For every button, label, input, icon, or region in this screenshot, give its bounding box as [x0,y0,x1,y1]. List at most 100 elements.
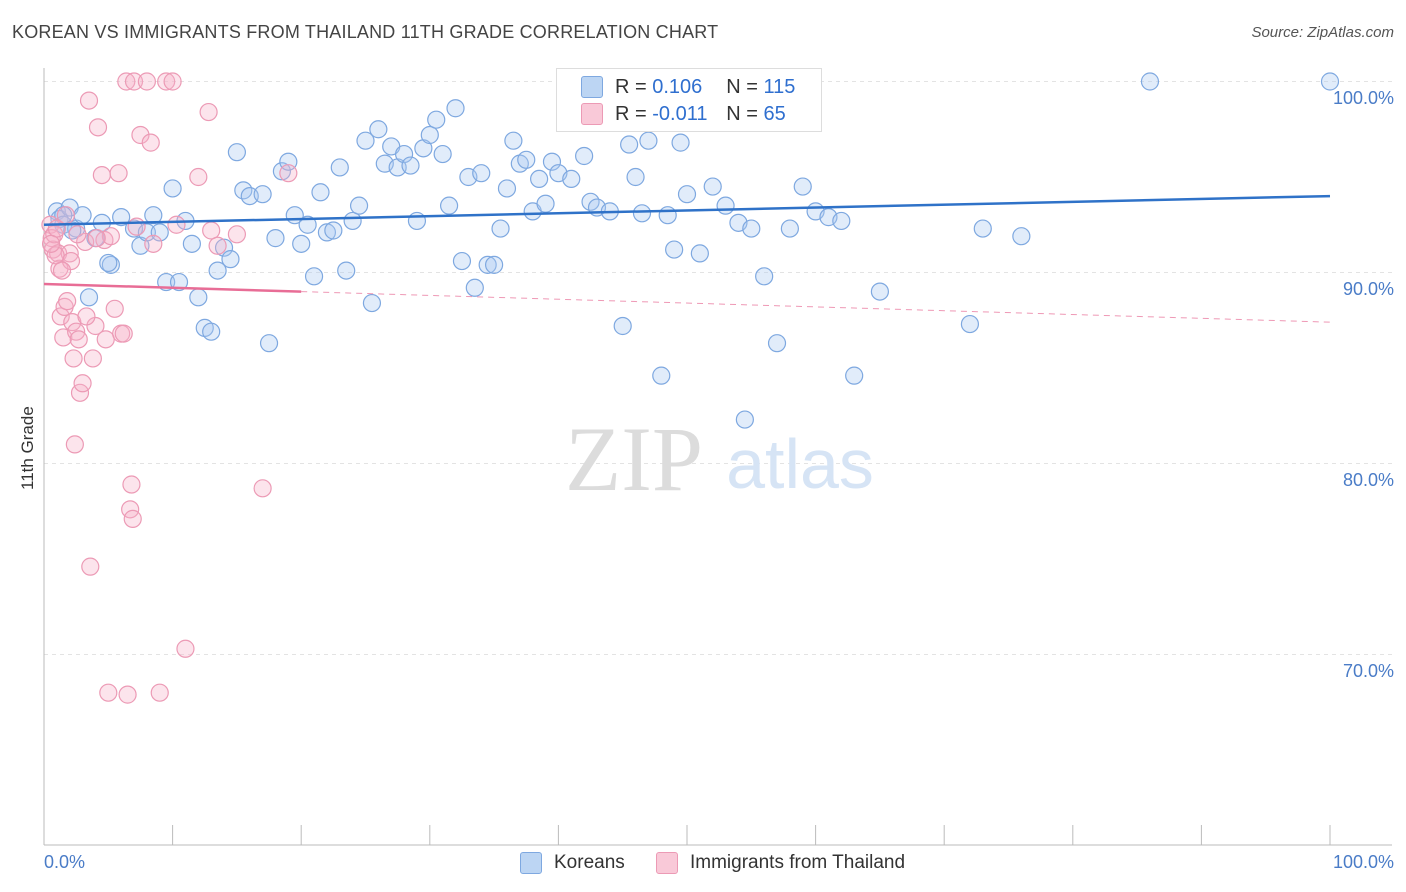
y-tick-label-3: 70.0% [1342,660,1394,681]
trend-lines [43,194,1331,323]
korean-point-56 [427,110,446,129]
korean-point-32 [272,162,292,181]
korean-point-113 [79,288,99,307]
thailand-point-54 [208,236,227,255]
korean-point-51 [394,144,414,164]
thailand-point-45 [144,234,163,253]
thailand-point-28 [96,330,115,349]
legend-n-label: N = [726,75,758,98]
korean-point-44 [349,196,369,215]
korean-point-96 [742,219,761,238]
korean-point-92 [703,177,722,196]
legend-r-label: R = [615,75,647,98]
legend-r-value-thailand: -0.011 [652,102,708,125]
thailand-point-11 [60,244,79,263]
thailand-point-39 [123,509,142,528]
thailand-point-47 [157,72,176,91]
korean-point-35 [292,234,311,253]
korean-point-103 [832,211,851,231]
thailand-point-21 [79,91,99,110]
korean-point-77 [575,146,594,166]
thailand-point-56 [253,479,272,498]
legend-n-value-koreans: 115 [763,75,796,98]
series-thailand-points [41,72,298,704]
thailand-point-53 [202,221,221,240]
korean-point-106 [960,314,980,334]
bottom-legend-thailand: Immigrants from Thailand [656,852,905,874]
chart-title: KOREAN VS IMMIGRANTS FROM THAILAND 11TH … [12,22,719,42]
thailand-point-61 [77,307,96,326]
thailand-point-26 [92,165,111,185]
korean-point-26 [227,143,246,162]
legend-swatch-thailand [581,103,603,125]
thailand-point-55 [227,225,246,244]
korean-point-25 [221,250,240,269]
korean-point-93 [716,196,735,215]
korean-point-22 [202,322,221,341]
korean-point-81 [613,316,632,336]
thailand-point-58 [46,246,65,265]
thailand-point-42 [131,125,150,145]
korean-point-29 [253,185,272,204]
korean-point-82 [620,135,639,154]
korean-point-89 [671,133,690,152]
thailand-point-50 [176,639,195,658]
y-axis-label: 11th Grade [18,406,37,490]
korean-point-39 [317,223,337,242]
thailand-point-40 [124,72,144,91]
korean-point-65 [485,255,504,274]
korean-point-87 [658,206,677,225]
korean-point-23 [208,261,227,280]
korean-point-109 [1140,72,1160,91]
thailand-point-64 [56,206,75,225]
korean-point-41 [330,158,349,177]
korean-point-37 [304,267,324,286]
thailand-point-52 [199,102,218,122]
thailand-point-15 [65,435,84,454]
thailand-point-35 [117,72,136,91]
korean-point-14 [150,223,169,242]
thailand-point-34 [114,324,133,343]
korean-point-66 [491,219,510,238]
thailand-point-31 [105,299,124,318]
korean-point-97 [755,267,774,286]
thailand-point-25 [88,118,108,137]
legend: R = 0.106 N = 115 R = -0.011 N = 65 [556,68,822,132]
thailand-point-60 [68,225,87,244]
korean-point-64 [478,255,497,274]
axes [43,68,1392,846]
thailand-point-36 [118,685,137,704]
thailand-point-63 [41,234,61,253]
korean-point-45 [356,131,375,150]
korean-point-13 [144,206,163,225]
thailand-point-32 [109,164,128,183]
thailand-point-29 [99,683,118,702]
thailand-point-51 [189,167,208,187]
thailand-point-23 [83,349,102,368]
korean-point-95 [735,410,754,429]
bottom-legend-swatch-thailand [656,852,678,874]
thailand-point-41 [127,217,146,236]
korean-point-19 [182,234,201,253]
korean-point-100 [793,177,812,196]
thailand-point-43 [137,72,156,91]
korean-point-99 [780,219,799,238]
korean-point-55 [420,125,439,145]
thailand-point-17 [69,330,88,349]
korean-point-70 [517,150,536,169]
korean-point-24 [214,238,234,257]
y-tick-label-1: 90.0% [1342,278,1394,299]
legend-r-value-koreans: 0.106 [652,75,703,98]
korean-point-105 [870,282,890,301]
korean-point-83 [626,167,645,187]
legend-row-koreans: R = 0.106 N = 115 [581,75,795,99]
korean-point-107 [973,219,992,238]
thailand-point-62 [87,229,106,248]
thailand-point-44 [141,133,160,152]
korean-point-57 [433,144,452,164]
korean-point-73 [536,194,555,213]
korean-point-98 [767,334,787,353]
bottom-legend-koreans: Koreans [520,852,625,874]
watermark-atlas: atlas [726,425,874,503]
